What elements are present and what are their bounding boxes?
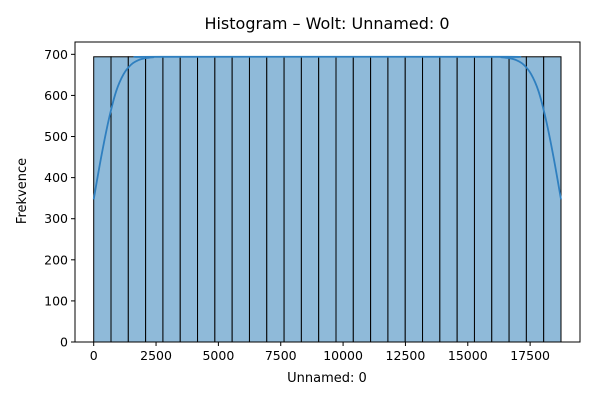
y-ticks: 0 100 200 300 400 500 600 700	[44, 47, 75, 350]
x-ticks: 0 2500 5000 7500 10000 12500 15000 17500	[90, 342, 550, 363]
histogram-bar	[283, 56, 302, 343]
plot-frame	[74, 41, 581, 343]
x-tick-label: 15000	[448, 348, 488, 363]
histogram-bar	[370, 56, 389, 343]
x-tick-label: 0	[90, 348, 98, 363]
histogram-bar	[214, 56, 233, 343]
histogram-bar	[248, 56, 268, 343]
kde-layer	[92, 55, 562, 200]
histogram-bar	[318, 56, 337, 343]
histogram-bar	[491, 56, 510, 343]
y-tick-label: 700	[44, 47, 68, 62]
histogram-bar	[404, 56, 424, 343]
y-tick-label: 300	[44, 211, 68, 226]
y-tick-label: 600	[44, 88, 68, 103]
histogram-bar	[387, 56, 406, 343]
histogram-bar	[145, 56, 164, 343]
axes-layer	[74, 41, 581, 343]
histogram-bar	[231, 56, 250, 343]
x-axis-label: Unnamed: 0	[287, 371, 367, 386]
x-tick-label: 17500	[510, 348, 550, 363]
histogram-bar	[439, 56, 458, 343]
histogram-bar	[300, 56, 320, 343]
histogram-bar	[93, 56, 112, 343]
histogram-bar	[508, 56, 527, 343]
histogram-bar	[473, 56, 493, 343]
chart-title: Histogram – Wolt: Unnamed: 0	[204, 14, 449, 33]
y-tick-label: 200	[44, 252, 68, 267]
histogram-bar	[543, 56, 562, 343]
histogram-bar	[335, 56, 354, 343]
histogram-bar	[422, 56, 441, 343]
histogram-bar	[127, 56, 147, 343]
x-tick-label: 5000	[202, 348, 234, 363]
histogram-bar	[266, 56, 285, 343]
y-axis-label: Frekvence	[15, 158, 30, 224]
histogram-bar	[456, 56, 475, 343]
histogram-bar	[197, 56, 216, 343]
x-tick-label: 12500	[386, 348, 426, 363]
x-tick-label: 7500	[265, 348, 297, 363]
y-tick-label: 500	[44, 129, 68, 144]
y-tick-label: 400	[44, 170, 68, 185]
kde-curve	[92, 55, 562, 200]
y-tick-label: 100	[44, 293, 68, 308]
histogram-bar	[179, 56, 199, 343]
x-tick-label: 10000	[323, 348, 363, 363]
histogram-bar	[352, 56, 372, 343]
y-tick-label: 0	[60, 335, 68, 350]
histogram-bar	[162, 56, 181, 343]
x-tick-label: 2500	[140, 348, 172, 363]
bars-layer	[93, 56, 562, 343]
